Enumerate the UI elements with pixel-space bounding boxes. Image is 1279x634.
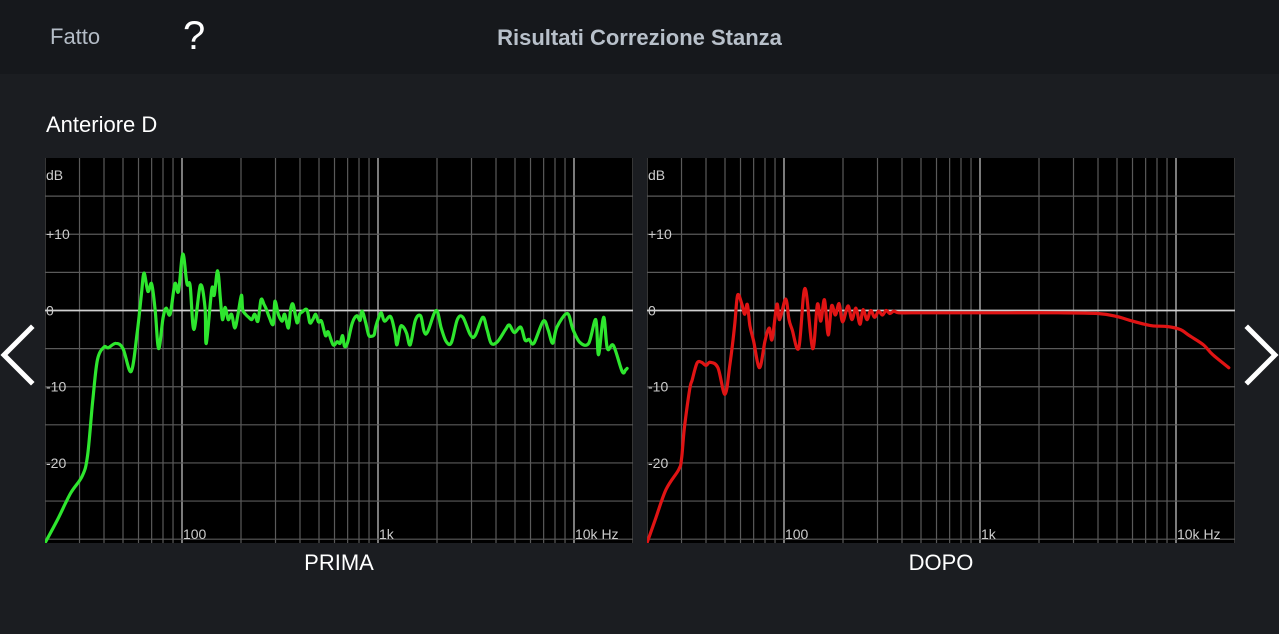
y-tick-label: -20: [648, 455, 668, 471]
chevron-left-icon: [0, 324, 35, 386]
x-tick-label: 100: [785, 526, 809, 542]
frequency-response-plot-before: dB +10 0 -10 -20 100 1k 10k Hz: [45, 158, 633, 543]
chevron-right-icon: [1244, 324, 1279, 386]
y-tick-label: 0: [46, 302, 54, 318]
previous-channel-button[interactable]: [0, 322, 36, 388]
chart-label-before: PRIMA: [304, 550, 374, 575]
y-tick-label: +10: [46, 226, 70, 242]
done-button[interactable]: Fatto: [50, 24, 101, 49]
header-bar: Fatto ? Risultati Correzione Stanza: [0, 0, 1279, 74]
series-line-prima: [45, 252, 629, 543]
frequency-response-plot-after: dB +10 0 -10 -20 100 1k 10k Hz: [647, 158, 1235, 543]
page-title: Risultati Correzione Stanza: [497, 25, 782, 50]
channel-name: Anteriore D: [46, 112, 158, 137]
x-tick-label: 10k Hz: [575, 526, 619, 542]
y-axis-title: dB: [46, 167, 63, 183]
next-channel-button[interactable]: [1243, 322, 1279, 388]
y-tick-label: +10: [648, 226, 672, 242]
y-tick-label: -20: [46, 455, 66, 471]
y-tick-label: 0: [648, 302, 656, 318]
x-tick-label: 10k Hz: [1177, 526, 1221, 542]
x-tick-label: 1k: [379, 526, 395, 542]
y-axis-title: dB: [648, 167, 665, 183]
x-tick-label: 100: [183, 526, 207, 542]
chart-before: dB +10 0 -10 -20 100 1k 10k Hz: [45, 158, 633, 543]
chart-label-after: DOPO: [908, 550, 974, 575]
y-tick-label: -10: [46, 379, 66, 395]
x-tick-label: 1k: [981, 526, 997, 542]
chart-after: dB +10 0 -10 -20 100 1k 10k Hz: [647, 158, 1235, 543]
series-line-dopo: [647, 286, 1231, 543]
help-button[interactable]: ?: [183, 14, 206, 58]
y-tick-label: -10: [648, 379, 668, 395]
